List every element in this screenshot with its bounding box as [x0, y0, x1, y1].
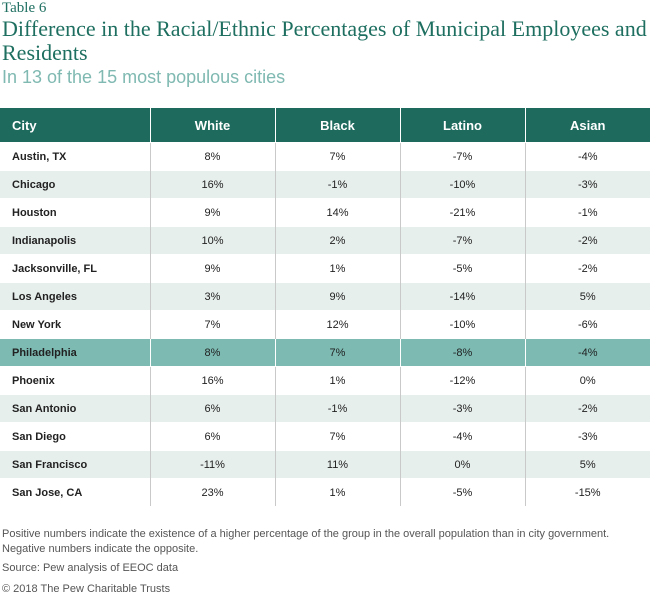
black-cell: 7%	[274, 338, 400, 367]
city-cell: Phoenix	[0, 366, 150, 395]
city-cell: San Diego	[0, 422, 150, 451]
white-cell: 6%	[149, 422, 275, 451]
asian-cell: -15%	[524, 478, 650, 506]
black-cell: 7%	[274, 142, 400, 171]
page-title: Difference in the Racial/Ethnic Percenta…	[2, 16, 647, 65]
white-cell: 16%	[149, 366, 275, 395]
city-cell: Los Angeles	[0, 282, 150, 311]
table-row: Los Angeles 3% 9% -14% 5%	[0, 282, 650, 311]
asian-cell: -2%	[524, 254, 650, 283]
black-cell: 14%	[274, 198, 400, 227]
column-header-latino: Latino	[399, 108, 525, 143]
black-cell: 2%	[274, 226, 400, 255]
page-subtitle: In 13 of the 15 most populous cities	[2, 67, 286, 87]
city-cell: Jacksonville, FL	[0, 254, 150, 283]
black-cell: 1%	[274, 478, 400, 506]
table-row: Chicago 16% -1% -10% -3%	[0, 170, 650, 199]
asian-cell: -3%	[524, 422, 650, 451]
white-cell: 8%	[149, 338, 275, 367]
asian-cell: -4%	[524, 338, 650, 367]
latino-cell: -5%	[399, 478, 525, 506]
city-cell: San Antonio	[0, 394, 150, 423]
table-row-highlighted: Philadelphia 8% 7% -8% -4%	[0, 338, 650, 367]
white-cell: 23%	[149, 478, 275, 506]
white-cell: 10%	[149, 226, 275, 255]
white-cell: -11%	[149, 450, 275, 479]
white-cell: 6%	[149, 394, 275, 423]
city-cell: San Francisco	[0, 450, 150, 479]
latino-cell: -8%	[399, 338, 525, 367]
latino-cell: -10%	[399, 310, 525, 339]
white-cell: 8%	[149, 142, 275, 171]
table-row: San Antonio 6% -1% -3% -2%	[0, 394, 650, 423]
column-header-asian: Asian	[524, 108, 650, 143]
city-cell: Indianapolis	[0, 226, 150, 255]
column-header-black: Black	[274, 108, 400, 143]
latino-cell: -7%	[399, 142, 525, 171]
city-cell: New York	[0, 310, 150, 339]
latino-cell: -7%	[399, 226, 525, 255]
white-cell: 9%	[149, 198, 275, 227]
latino-cell: -3%	[399, 394, 525, 423]
white-cell: 9%	[149, 254, 275, 283]
asian-cell: 0%	[524, 366, 650, 395]
city-cell: Chicago	[0, 170, 150, 199]
column-header-white: White	[149, 108, 275, 143]
white-cell: 7%	[149, 310, 275, 339]
table-row: Indianapolis 10% 2% -7% -2%	[0, 226, 650, 255]
latino-cell: -14%	[399, 282, 525, 311]
white-cell: 16%	[149, 170, 275, 199]
latino-cell: -12%	[399, 366, 525, 395]
city-cell: San Jose, CA	[0, 478, 150, 506]
asian-cell: 5%	[524, 450, 650, 479]
black-cell: 11%	[274, 450, 400, 479]
white-cell: 3%	[149, 282, 275, 311]
city-cell: Philadelphia	[0, 338, 150, 367]
asian-cell: 5%	[524, 282, 650, 311]
table-row: New York 7% 12% -10% -6%	[0, 310, 650, 339]
copyright-note: © 2018 The Pew Charitable Trusts	[2, 583, 171, 595]
asian-cell: -4%	[524, 142, 650, 171]
asian-cell: -6%	[524, 310, 650, 339]
black-cell: 12%	[274, 310, 400, 339]
asian-cell: -3%	[524, 170, 650, 199]
source-note: Source: Pew analysis of EEOC data	[2, 562, 179, 574]
latino-cell: -21%	[399, 198, 525, 227]
black-cell: 7%	[274, 422, 400, 451]
asian-cell: -1%	[524, 198, 650, 227]
column-header-city: City	[0, 108, 150, 143]
black-cell: 1%	[274, 254, 400, 283]
table-row: San Francisco -11% 11% 0% 5%	[0, 450, 650, 479]
asian-cell: -2%	[524, 226, 650, 255]
data-table: City White Black Latino Asian Austin, TX…	[0, 108, 650, 506]
table-row: San Jose, CA 23% 1% -5% -15%	[0, 478, 650, 506]
table-row: Phoenix 16% 1% -12% 0%	[0, 366, 650, 395]
black-cell: 9%	[274, 282, 400, 311]
table-number: Table 6	[2, 0, 47, 16]
black-cell: -1%	[274, 170, 400, 199]
asian-cell: -2%	[524, 394, 650, 423]
table-header-row: City White Black Latino Asian	[0, 108, 650, 143]
black-cell: -1%	[274, 394, 400, 423]
table-row: Jacksonville, FL 9% 1% -5% -2%	[0, 254, 650, 283]
table-row: San Diego 6% 7% -4% -3%	[0, 422, 650, 451]
table-notes: Positive numbers indicate the existence …	[2, 528, 610, 555]
city-cell: Houston	[0, 198, 150, 227]
latino-cell: -4%	[399, 422, 525, 451]
latino-cell: -5%	[399, 254, 525, 283]
table-row: Austin, TX 8% 7% -7% -4%	[0, 142, 650, 171]
table-row: Houston 9% 14% -21% -1%	[0, 198, 650, 227]
latino-cell: -10%	[399, 170, 525, 199]
latino-cell: 0%	[399, 450, 525, 479]
city-cell: Austin, TX	[0, 142, 150, 171]
black-cell: 1%	[274, 366, 400, 395]
